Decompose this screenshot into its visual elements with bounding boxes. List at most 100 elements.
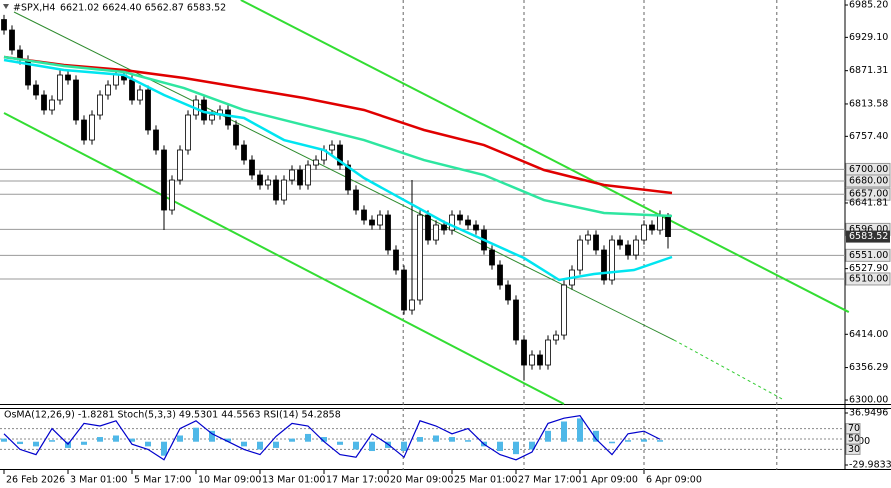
x-tick-label: 6 Apr 09:00 <box>646 475 702 486</box>
trend-line <box>240 0 850 313</box>
candle-body <box>649 224 655 231</box>
y-tick-label: 6300.00 <box>849 395 888 406</box>
candle-body <box>233 124 239 146</box>
candle-body <box>337 144 343 166</box>
candle-body <box>545 339 551 366</box>
osma-bar <box>97 437 103 442</box>
osma-bar <box>193 427 199 442</box>
level-label: 6657.00 <box>849 189 888 200</box>
candle-body <box>345 164 351 191</box>
last-price-label: 6583.52 <box>849 231 888 242</box>
candle-body <box>185 114 191 151</box>
osma-bar <box>625 440 631 442</box>
candle-body <box>273 179 279 201</box>
candle-body <box>41 94 47 111</box>
last-price-box <box>846 230 890 243</box>
osma-bar <box>241 441 247 447</box>
candle-body <box>9 29 15 51</box>
x-tick-label: 13 Mar 01:00 <box>262 475 325 486</box>
candle-body <box>65 74 71 81</box>
osma-bar <box>17 441 23 445</box>
osma-bar <box>353 441 359 450</box>
candle-body <box>129 79 135 101</box>
trend-line <box>3 112 565 405</box>
osma-bar <box>641 439 647 442</box>
osma-bar <box>401 441 407 452</box>
x-tick-label: 17 Mar 17:00 <box>326 475 389 486</box>
candle-body <box>145 89 151 131</box>
osma-bar <box>337 441 343 445</box>
candle-body <box>657 214 663 231</box>
candle-body <box>553 334 559 341</box>
level-box <box>845 423 861 435</box>
osma-bar <box>529 441 535 450</box>
candle-body <box>257 174 263 186</box>
osma-bar <box>417 437 423 442</box>
x-tick-label: 20 Mar 09:00 <box>390 475 453 486</box>
y-tick-label: 6929.10 <box>849 32 888 43</box>
level-label: 6551.00 <box>849 250 888 261</box>
candle-body <box>641 224 647 241</box>
osma-bar <box>273 441 279 448</box>
y-tick-label: 6757.40 <box>849 131 888 142</box>
candle-body <box>473 224 479 231</box>
level-box <box>845 248 891 262</box>
osma-bar <box>81 441 87 445</box>
candle-body <box>281 179 287 201</box>
y-tick-label: 6813.58 <box>849 98 888 109</box>
candle-body <box>593 234 599 251</box>
candle-body <box>369 219 375 226</box>
y-tick-label: 6356.29 <box>849 362 888 373</box>
candle-body <box>49 99 55 111</box>
menu-icon <box>3 4 9 9</box>
x-tick-label: 26 Feb 2026 <box>6 475 65 486</box>
x-tick-label: 5 Mar 17:00 <box>134 475 191 486</box>
candle-body <box>401 269 407 311</box>
level-label: 50 <box>848 434 860 445</box>
y-tick-label: 6414.00 <box>849 329 888 340</box>
osma-bar <box>113 435 119 442</box>
osma-bar <box>321 437 327 442</box>
osma-bar <box>561 421 567 442</box>
moving-average <box>3 55 673 218</box>
candle-body <box>113 74 119 86</box>
candle-body <box>465 219 471 226</box>
candle-body <box>425 214 431 241</box>
level-label: 6700.00 <box>849 164 888 175</box>
candle-body <box>601 249 607 281</box>
candle-body <box>609 239 615 281</box>
candle-body <box>57 74 63 101</box>
osma-bar <box>577 418 583 442</box>
x-tick-label: 27 Mar 17:00 <box>518 475 581 486</box>
osma-bar <box>289 438 295 442</box>
candle-body <box>513 299 519 341</box>
candle-body <box>417 214 423 301</box>
candle-body <box>73 79 79 121</box>
candle-body <box>625 244 631 256</box>
candle-body <box>241 144 247 161</box>
osma-bar <box>513 441 519 455</box>
candle-body <box>521 339 527 366</box>
osma-bar <box>225 438 231 442</box>
level-label: 30 <box>848 444 860 455</box>
candle-body <box>537 354 543 366</box>
indicator-title: OsMA(12,26,9) -1.8281 Stoch(5,3,3) 49.53… <box>4 410 341 421</box>
osma-bar <box>449 437 455 442</box>
level-label: 6510.00 <box>849 273 888 284</box>
candle-body <box>449 214 455 231</box>
osma-bar <box>177 435 183 442</box>
candle-body <box>177 149 183 181</box>
candle-body <box>297 169 303 186</box>
x-tick-label: 10 Mar 09:00 <box>198 475 261 486</box>
osma-bar <box>545 430 551 442</box>
osma-bar <box>465 440 471 442</box>
candle-body <box>105 84 111 96</box>
candle-body <box>577 239 583 271</box>
candle-body <box>633 239 639 256</box>
candle-body <box>617 239 623 246</box>
candle-body <box>505 284 511 301</box>
osma-bar <box>33 441 39 447</box>
chart-title: #SPX,H4 <box>13 3 55 14</box>
